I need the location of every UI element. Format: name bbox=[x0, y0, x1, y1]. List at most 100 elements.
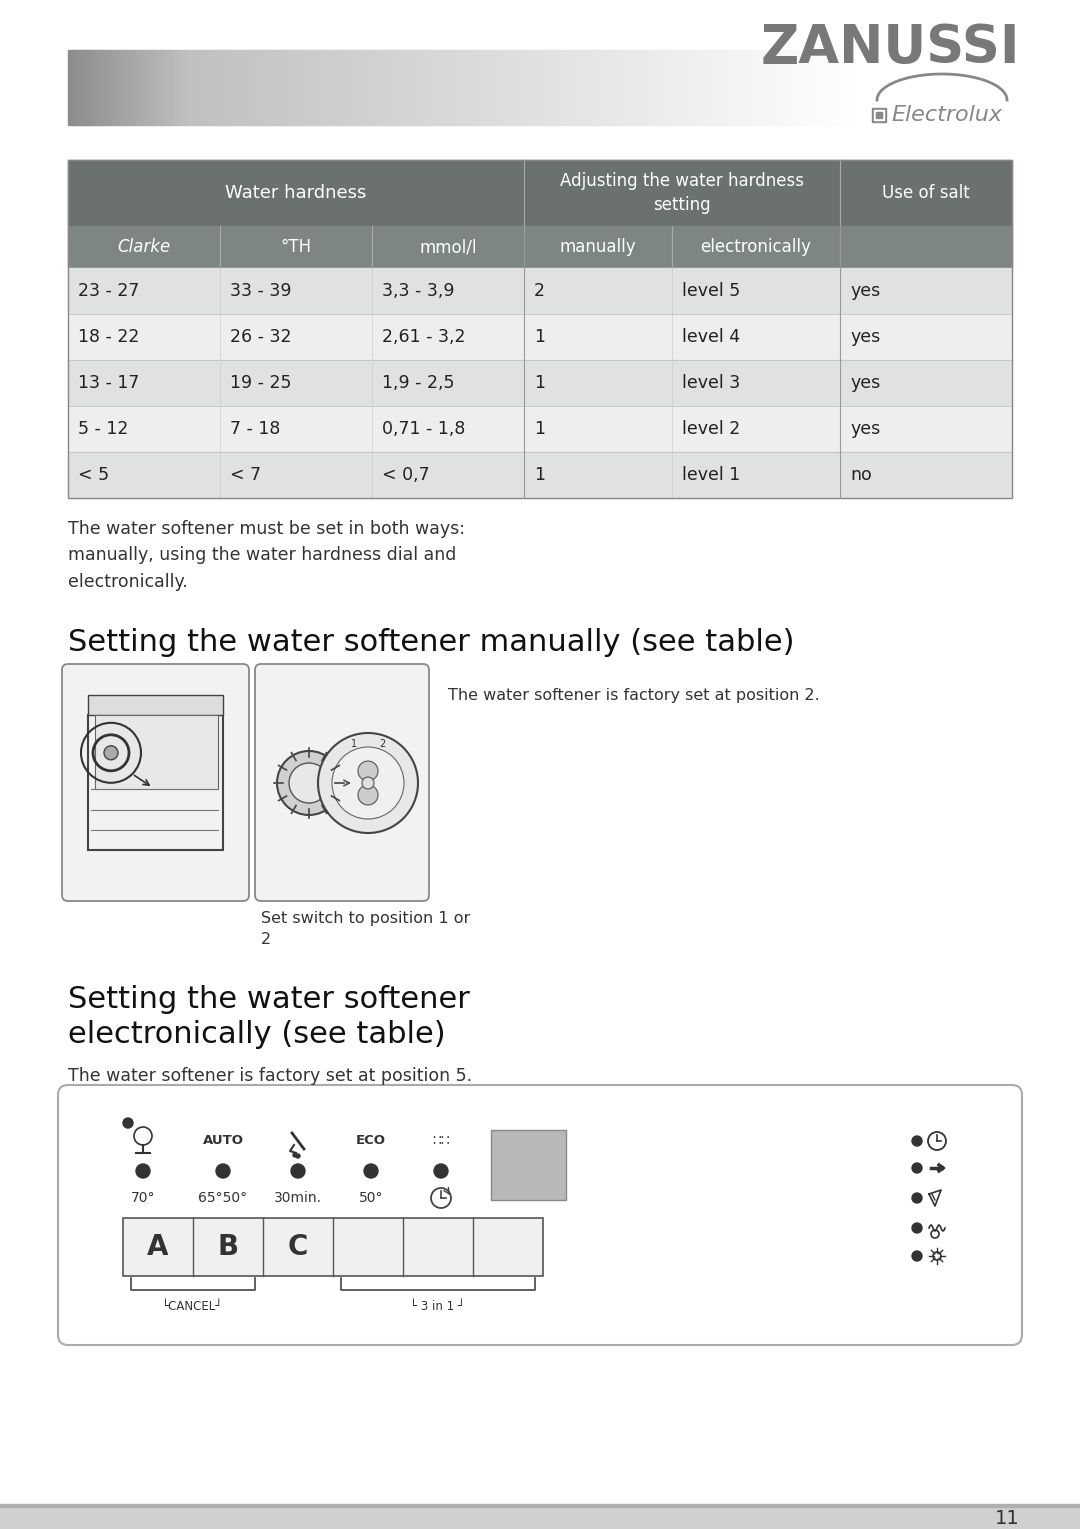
Circle shape bbox=[136, 1164, 150, 1177]
Bar bbox=[152, 50, 156, 125]
Bar bbox=[649, 50, 652, 125]
Text: 1: 1 bbox=[534, 329, 545, 346]
Bar bbox=[781, 50, 784, 125]
Bar bbox=[670, 50, 673, 125]
Bar bbox=[129, 50, 132, 125]
Text: level 4: level 4 bbox=[681, 329, 740, 346]
Bar bbox=[99, 50, 103, 125]
Bar bbox=[139, 50, 143, 125]
Bar bbox=[483, 50, 486, 125]
Bar bbox=[84, 50, 87, 125]
Bar bbox=[132, 50, 135, 125]
Bar bbox=[717, 50, 720, 125]
Bar bbox=[198, 50, 201, 125]
Bar bbox=[522, 50, 525, 125]
Bar bbox=[509, 50, 512, 125]
Bar bbox=[375, 50, 377, 125]
Bar bbox=[87, 716, 222, 850]
Bar bbox=[673, 50, 676, 125]
Bar bbox=[640, 50, 644, 125]
Bar bbox=[715, 50, 718, 125]
Bar bbox=[282, 50, 285, 125]
Bar bbox=[644, 50, 647, 125]
Text: ∷∷: ∷∷ bbox=[432, 1135, 450, 1148]
Bar bbox=[662, 50, 665, 125]
Bar bbox=[519, 50, 523, 125]
Bar bbox=[810, 50, 813, 125]
Bar bbox=[549, 50, 552, 125]
Bar bbox=[562, 50, 565, 125]
FancyBboxPatch shape bbox=[255, 664, 429, 901]
Bar bbox=[847, 50, 850, 125]
Text: mmol/l: mmol/l bbox=[419, 239, 476, 255]
Bar bbox=[300, 50, 303, 125]
Text: ECO: ECO bbox=[356, 1135, 386, 1147]
Bar bbox=[707, 50, 710, 125]
Bar bbox=[435, 50, 438, 125]
Text: Setting the water softener manually (see table): Setting the water softener manually (see… bbox=[68, 628, 795, 657]
Bar bbox=[390, 50, 393, 125]
Bar bbox=[779, 50, 781, 125]
Bar bbox=[348, 50, 351, 125]
Bar bbox=[68, 161, 524, 226]
Bar bbox=[382, 50, 386, 125]
Text: C: C bbox=[287, 1232, 308, 1261]
Bar bbox=[834, 50, 837, 125]
Bar bbox=[158, 50, 161, 125]
Bar bbox=[372, 226, 524, 268]
Bar bbox=[583, 50, 586, 125]
Bar bbox=[805, 50, 808, 125]
Circle shape bbox=[291, 1164, 305, 1177]
Bar bbox=[609, 50, 612, 125]
Bar bbox=[161, 50, 163, 125]
Bar bbox=[308, 50, 311, 125]
Bar bbox=[430, 50, 433, 125]
Bar bbox=[786, 50, 789, 125]
Bar bbox=[841, 50, 845, 125]
Bar bbox=[485, 50, 488, 125]
Bar bbox=[293, 50, 296, 125]
Bar bbox=[203, 50, 206, 125]
Bar bbox=[123, 1219, 543, 1277]
Bar bbox=[720, 50, 724, 125]
Bar bbox=[205, 50, 208, 125]
Bar bbox=[366, 50, 369, 125]
Circle shape bbox=[357, 784, 378, 804]
Bar bbox=[274, 50, 278, 125]
Bar bbox=[874, 110, 885, 119]
Bar bbox=[536, 50, 539, 125]
Bar bbox=[480, 50, 483, 125]
Text: AUTO: AUTO bbox=[203, 1135, 243, 1147]
Circle shape bbox=[293, 1153, 297, 1157]
FancyBboxPatch shape bbox=[62, 664, 249, 901]
Bar bbox=[70, 50, 73, 125]
Text: < 7: < 7 bbox=[230, 466, 261, 485]
Text: 1: 1 bbox=[351, 739, 356, 749]
Text: yes: yes bbox=[850, 420, 880, 437]
Bar bbox=[364, 50, 367, 125]
Bar bbox=[538, 50, 541, 125]
Bar bbox=[245, 50, 248, 125]
Bar bbox=[622, 50, 625, 125]
Bar bbox=[604, 50, 607, 125]
Circle shape bbox=[332, 748, 404, 820]
Bar bbox=[116, 50, 119, 125]
Bar bbox=[731, 50, 733, 125]
Text: 0,71 - 1,8: 0,71 - 1,8 bbox=[382, 420, 465, 437]
Text: Use of salt: Use of salt bbox=[882, 183, 970, 202]
Bar bbox=[541, 50, 543, 125]
Bar bbox=[831, 50, 834, 125]
Bar bbox=[551, 50, 554, 125]
Circle shape bbox=[104, 746, 118, 760]
Bar bbox=[491, 1130, 566, 1200]
Bar bbox=[723, 50, 726, 125]
Bar bbox=[251, 50, 254, 125]
Text: 2: 2 bbox=[534, 281, 545, 300]
Bar bbox=[627, 50, 631, 125]
Bar bbox=[240, 50, 243, 125]
Bar bbox=[342, 50, 346, 125]
Bar bbox=[850, 50, 852, 125]
Bar bbox=[467, 50, 470, 125]
Text: no: no bbox=[850, 466, 872, 485]
Bar bbox=[636, 50, 638, 125]
